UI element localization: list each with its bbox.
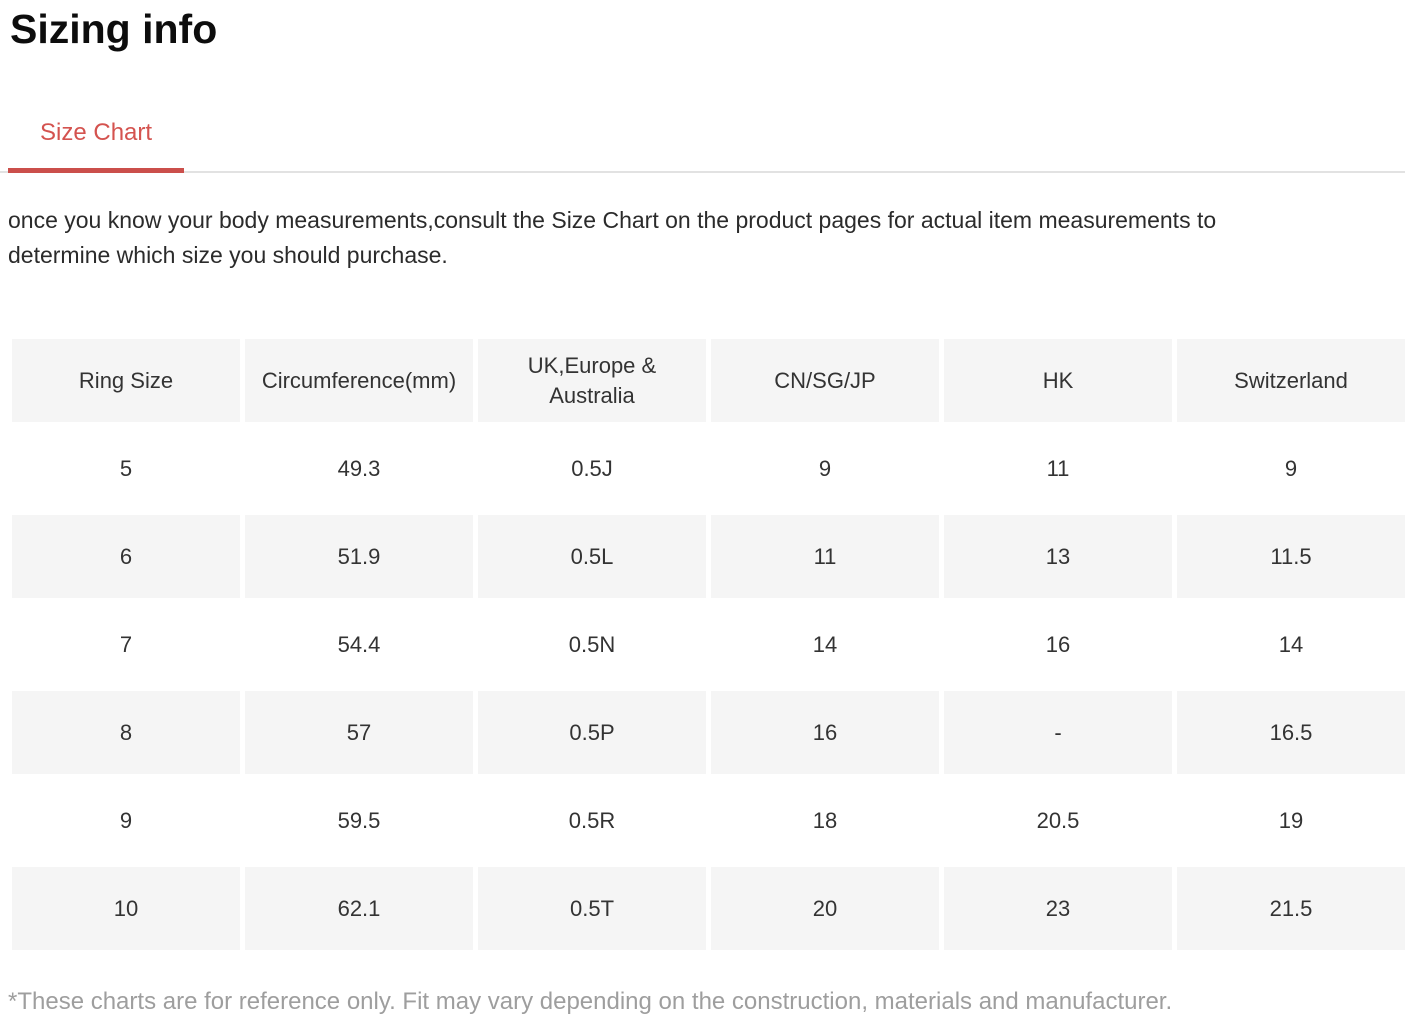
column-header-circumference: Circumference(mm) — [245, 339, 473, 422]
column-header-switzerland: Switzerland — [1177, 339, 1405, 422]
table-cell: 23 — [944, 867, 1172, 950]
table-cell: 9 — [1177, 427, 1405, 510]
table-cell: 0.5J — [478, 427, 706, 510]
table-cell: 20.5 — [944, 779, 1172, 862]
table-cell: 16 — [711, 691, 939, 774]
table-cell: 13 — [944, 515, 1172, 598]
table-cell: 6 — [12, 515, 240, 598]
table-cell: 51.9 — [245, 515, 473, 598]
column-header-ring-size: Ring Size — [12, 339, 240, 422]
table-cell: - — [944, 691, 1172, 774]
table-cell: 11 — [711, 515, 939, 598]
table-cell: 14 — [1177, 603, 1405, 686]
table-cell: 21.5 — [1177, 867, 1405, 950]
table-cell: 62.1 — [245, 867, 473, 950]
column-header-hk: HK — [944, 339, 1172, 422]
table-row: 7 54.4 0.5N 14 16 14 — [12, 603, 1405, 686]
table-cell: 8 — [12, 691, 240, 774]
table-row: 6 51.9 0.5L 11 13 11.5 — [12, 515, 1405, 598]
table-row: 9 59.5 0.5R 18 20.5 19 — [12, 779, 1405, 862]
table-cell: 0.5R — [478, 779, 706, 862]
table-cell: 11.5 — [1177, 515, 1405, 598]
size-chart-table: Ring Size Circumference(mm) UK,Europe & … — [7, 334, 1405, 955]
table-cell: 14 — [711, 603, 939, 686]
table-cell: 11 — [944, 427, 1172, 510]
reference-disclaimer: *These charts are for reference only. Fi… — [8, 988, 1173, 1015]
table-cell: 18 — [711, 779, 939, 862]
description-text: once you know your body measurements,con… — [8, 207, 1217, 268]
table-row: 8 57 0.5P 16 - 16.5 — [12, 691, 1405, 774]
table-body: 5 49.3 0.5J 9 11 9 6 51.9 0.5L 11 13 11.… — [12, 427, 1405, 950]
table-cell: 0.5T — [478, 867, 706, 950]
table-cell: 19 — [1177, 779, 1405, 862]
tab-size-chart[interactable]: Size Chart — [8, 103, 185, 173]
table-row: 5 49.3 0.5J 9 11 9 — [12, 427, 1405, 510]
column-header-uk-europe-australia: UK,Europe & Australia — [478, 339, 706, 422]
table-cell: 49.3 — [245, 427, 473, 510]
table-cell: 20 — [711, 867, 939, 950]
table-cell: 59.5 — [245, 779, 473, 862]
column-header-cn-sg-jp: CN/SG/JP — [711, 339, 939, 422]
page-title: Sizing info — [10, 6, 218, 52]
table-cell: 9 — [12, 779, 240, 862]
table-cell: 10 — [12, 867, 240, 950]
table-cell: 0.5P — [478, 691, 706, 774]
table-cell: 0.5L — [478, 515, 706, 598]
table-cell: 16.5 — [1177, 691, 1405, 774]
table-header: Ring Size Circumference(mm) UK,Europe & … — [12, 339, 1405, 422]
table-cell: 54.4 — [245, 603, 473, 686]
table-cell: 0.5N — [478, 603, 706, 686]
tab-bar: Size Chart — [0, 103, 1405, 173]
table-cell: 7 — [12, 603, 240, 686]
table-cell: 9 — [711, 427, 939, 510]
table-header-row: Ring Size Circumference(mm) UK,Europe & … — [12, 339, 1405, 422]
table-cell: 16 — [944, 603, 1172, 686]
table-cell: 57 — [245, 691, 473, 774]
table-row: 10 62.1 0.5T 20 23 21.5 — [12, 867, 1405, 950]
table-cell: 5 — [12, 427, 240, 510]
